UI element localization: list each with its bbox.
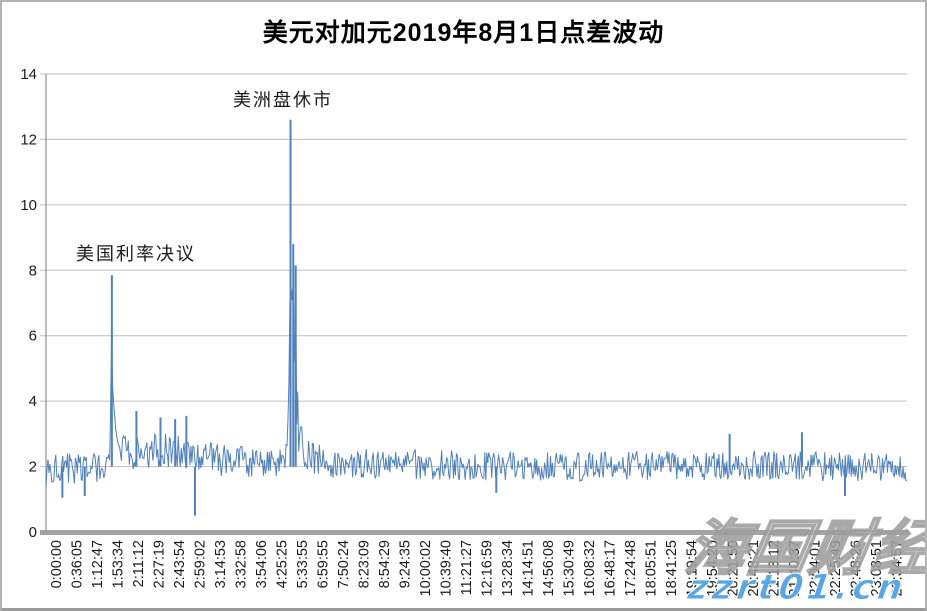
x-tick-label: 10:39:40	[438, 540, 454, 596]
y-tick-label: 10	[20, 197, 37, 214]
chart-title: 美元对加元2019年8月1日点差波动	[262, 19, 665, 47]
x-tick-label: 0:36:05	[69, 540, 85, 588]
x-tick-label: 20:21:50	[725, 540, 741, 596]
x-tick-label: 3:54:06	[254, 540, 270, 588]
x-tick-label: 14:14:51	[520, 540, 536, 596]
x-tick-label: 21:13:12	[766, 540, 782, 596]
x-tick-label: 8:23:09	[356, 540, 372, 588]
y-tick-label: 0	[29, 524, 37, 541]
x-tick-label: 16:48:17	[602, 540, 618, 596]
x-tick-label: 17:24:48	[623, 540, 639, 596]
y-tick-label: 6	[29, 328, 37, 345]
x-tick-label: 2:59:02	[192, 540, 208, 588]
x-tick-label: 5:33:55	[295, 540, 311, 588]
x-tick-label: 9:24:35	[397, 540, 413, 588]
x-tick-label: 1:53:34	[110, 540, 126, 588]
x-tick-label: 16:08:32	[582, 540, 598, 596]
x-tick-label: 20:48:21	[746, 540, 762, 596]
x-tick-label: 23:08:51	[869, 540, 885, 596]
y-tick-label: 14	[20, 66, 37, 83]
x-tick-label: 0:00:00	[49, 540, 65, 588]
y-tick-label: 12	[20, 131, 37, 148]
x-tick-label: 2:27:19	[151, 540, 167, 588]
annotation-market-close: 美洲盘休市	[233, 90, 333, 110]
x-tick-label: 19:19:54	[684, 540, 700, 596]
x-tick-label: 23:34:57	[889, 540, 905, 596]
x-tick-label: 12:16:59	[479, 540, 495, 596]
x-tick-label: 22:48:26	[848, 540, 864, 596]
x-tick-label: 13:28:34	[500, 540, 516, 596]
x-tick-label: 1:12:47	[90, 540, 106, 588]
x-tick-label: 3:32:58	[233, 540, 249, 588]
x-tick-label: 4:25:25	[274, 540, 290, 588]
x-tick-label: 8:54:29	[377, 540, 393, 588]
x-tick-label: 22:04:01	[807, 540, 823, 596]
x-tick-label: 15:30:49	[561, 540, 577, 596]
x-tick-label: 7:50:24	[336, 540, 352, 588]
annotation-rate-decision: 美国利率决议	[76, 244, 196, 264]
x-tick-label: 3:14:53	[213, 540, 229, 588]
x-tick-label: 22:25:49	[828, 540, 844, 596]
x-tick-label: 18:05:51	[643, 540, 659, 596]
x-tick-label: 10:00:02	[418, 540, 434, 596]
y-tick-label: 8	[29, 262, 37, 279]
x-tick-label: 18:41:25	[664, 540, 680, 596]
x-tick-label: 11:21:27	[459, 540, 475, 595]
x-tick-label: 19:54:20	[705, 540, 721, 596]
y-tick-label: 2	[29, 459, 37, 476]
series-line	[45, 284, 908, 487]
x-tick-label: 2:11:12	[131, 540, 147, 587]
x-tick-label: 6:59:55	[315, 540, 331, 588]
x-tick-label: 21:40:37	[787, 540, 803, 596]
y-tick-label: 4	[29, 393, 37, 410]
x-axis-line	[40, 530, 909, 535]
x-tick-label: 14:56:08	[541, 540, 557, 596]
x-tick-label: 2:43:54	[172, 540, 188, 588]
